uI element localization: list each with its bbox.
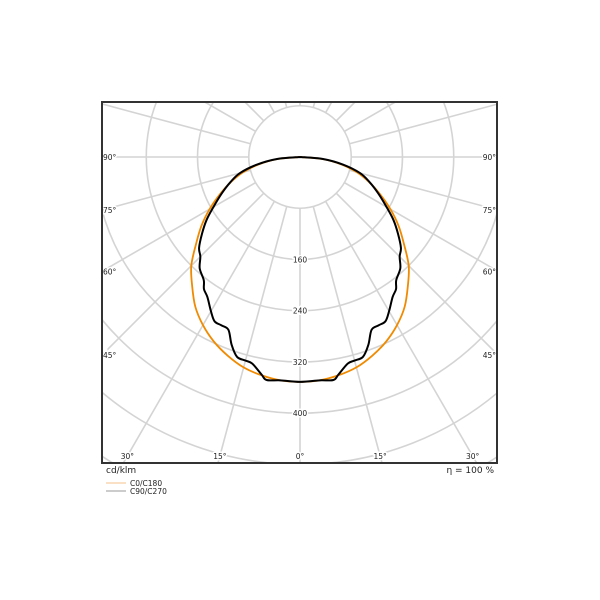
angle-label-side: 75° — [103, 206, 117, 215]
grid-spoke — [335, 192, 497, 355]
grid-spoke — [102, 192, 265, 356]
grid-spoke — [349, 103, 497, 145]
grid-spoke — [102, 169, 251, 211]
angle-label-side: 75° — [483, 206, 497, 215]
grid-spoke — [267, 102, 276, 114]
angle-label-side: 45° — [103, 351, 117, 360]
angle-label-bottom: 30° — [466, 452, 480, 461]
radial-tick-label: 240 — [293, 307, 308, 316]
angle-label-side: 60° — [103, 267, 117, 276]
radial-tick-label: 320 — [293, 358, 308, 367]
angle-label-bottom: 15° — [213, 452, 227, 461]
grid-spoke — [204, 102, 257, 133]
tick-labels: 160 240 320 400 30° 15° 0° 15° 30° 90° 90° 75° 75° 60… — [102, 152, 498, 463]
angle-label-side: 60° — [483, 267, 497, 276]
grid-spoke — [324, 200, 478, 463]
efficiency-label: η = 100 % — [446, 466, 494, 476]
legend-label-c0: C0/C180 — [130, 479, 162, 488]
curve-c90-c270 — [198, 156, 402, 383]
angle-label-bottom: 0° — [296, 452, 305, 461]
grid-spoke — [244, 102, 265, 122]
unit-label: cd/klm — [106, 466, 136, 476]
grid-spoke — [122, 200, 276, 463]
grid-spoke — [324, 102, 333, 114]
radial-tick-label: 400 — [293, 409, 308, 418]
grid-spoke — [343, 102, 396, 133]
plot-frame — [101, 101, 498, 464]
angle-label-side: 45° — [483, 351, 497, 360]
angle-label-side: 90° — [483, 153, 497, 162]
grid-spoke — [102, 181, 257, 273]
grid-spoke — [312, 206, 383, 463]
radial-tick-label: 160 — [293, 255, 308, 264]
grid-spoke — [335, 102, 356, 122]
grid-spoke — [343, 181, 497, 272]
angle-label-bottom: 15° — [373, 452, 387, 461]
legend: C0/C180 C90/C270 — [106, 479, 167, 496]
grid-spoke — [217, 206, 288, 463]
grid-spoke — [102, 103, 251, 145]
grid-spoke — [349, 169, 497, 211]
angle-label-side: 90° — [103, 153, 117, 162]
angle-label-bottom: 30° — [121, 452, 135, 461]
curves — [190, 156, 410, 383]
legend-label-c90: C90/C270 — [130, 487, 167, 496]
polar-grid — [102, 102, 497, 463]
